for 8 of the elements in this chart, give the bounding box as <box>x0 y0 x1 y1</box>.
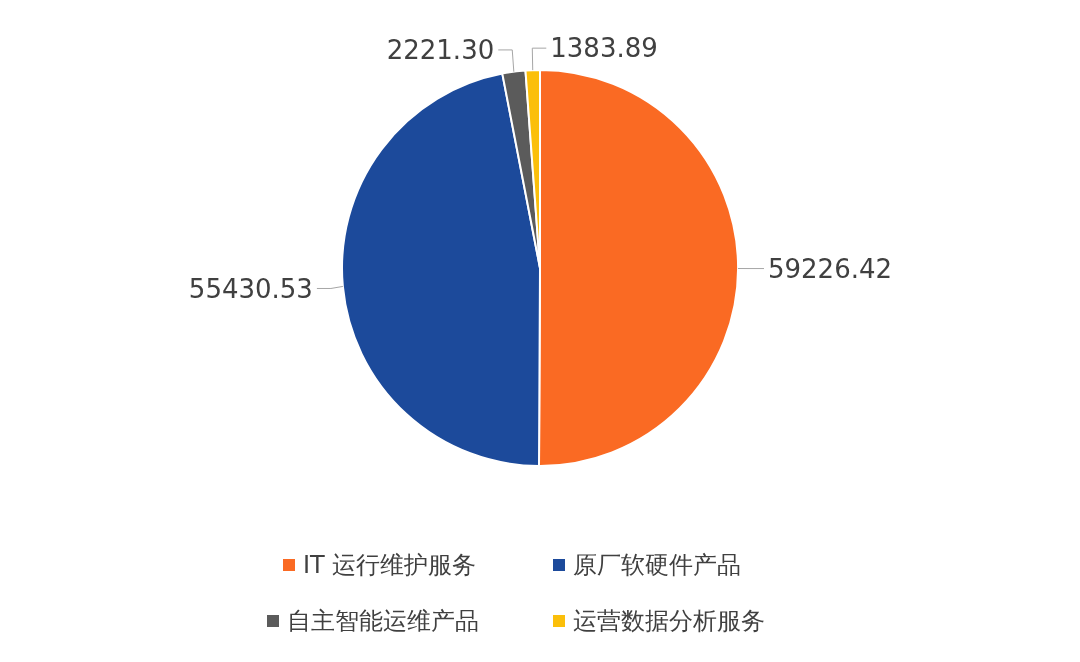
data-label: 59226.42 <box>768 253 893 284</box>
legend-label: IT 运行维护服务 <box>303 551 477 580</box>
data-label: 2221.30 <box>386 35 495 66</box>
data-label: 1383.89 <box>550 33 658 64</box>
legend-label: 原厂软硬件产品 <box>573 551 741 580</box>
legend-label: 自主智能运维产品 <box>287 607 479 636</box>
legend-label: 运营数据分析服务 <box>573 607 765 636</box>
data-label: 55430.53 <box>188 273 313 304</box>
